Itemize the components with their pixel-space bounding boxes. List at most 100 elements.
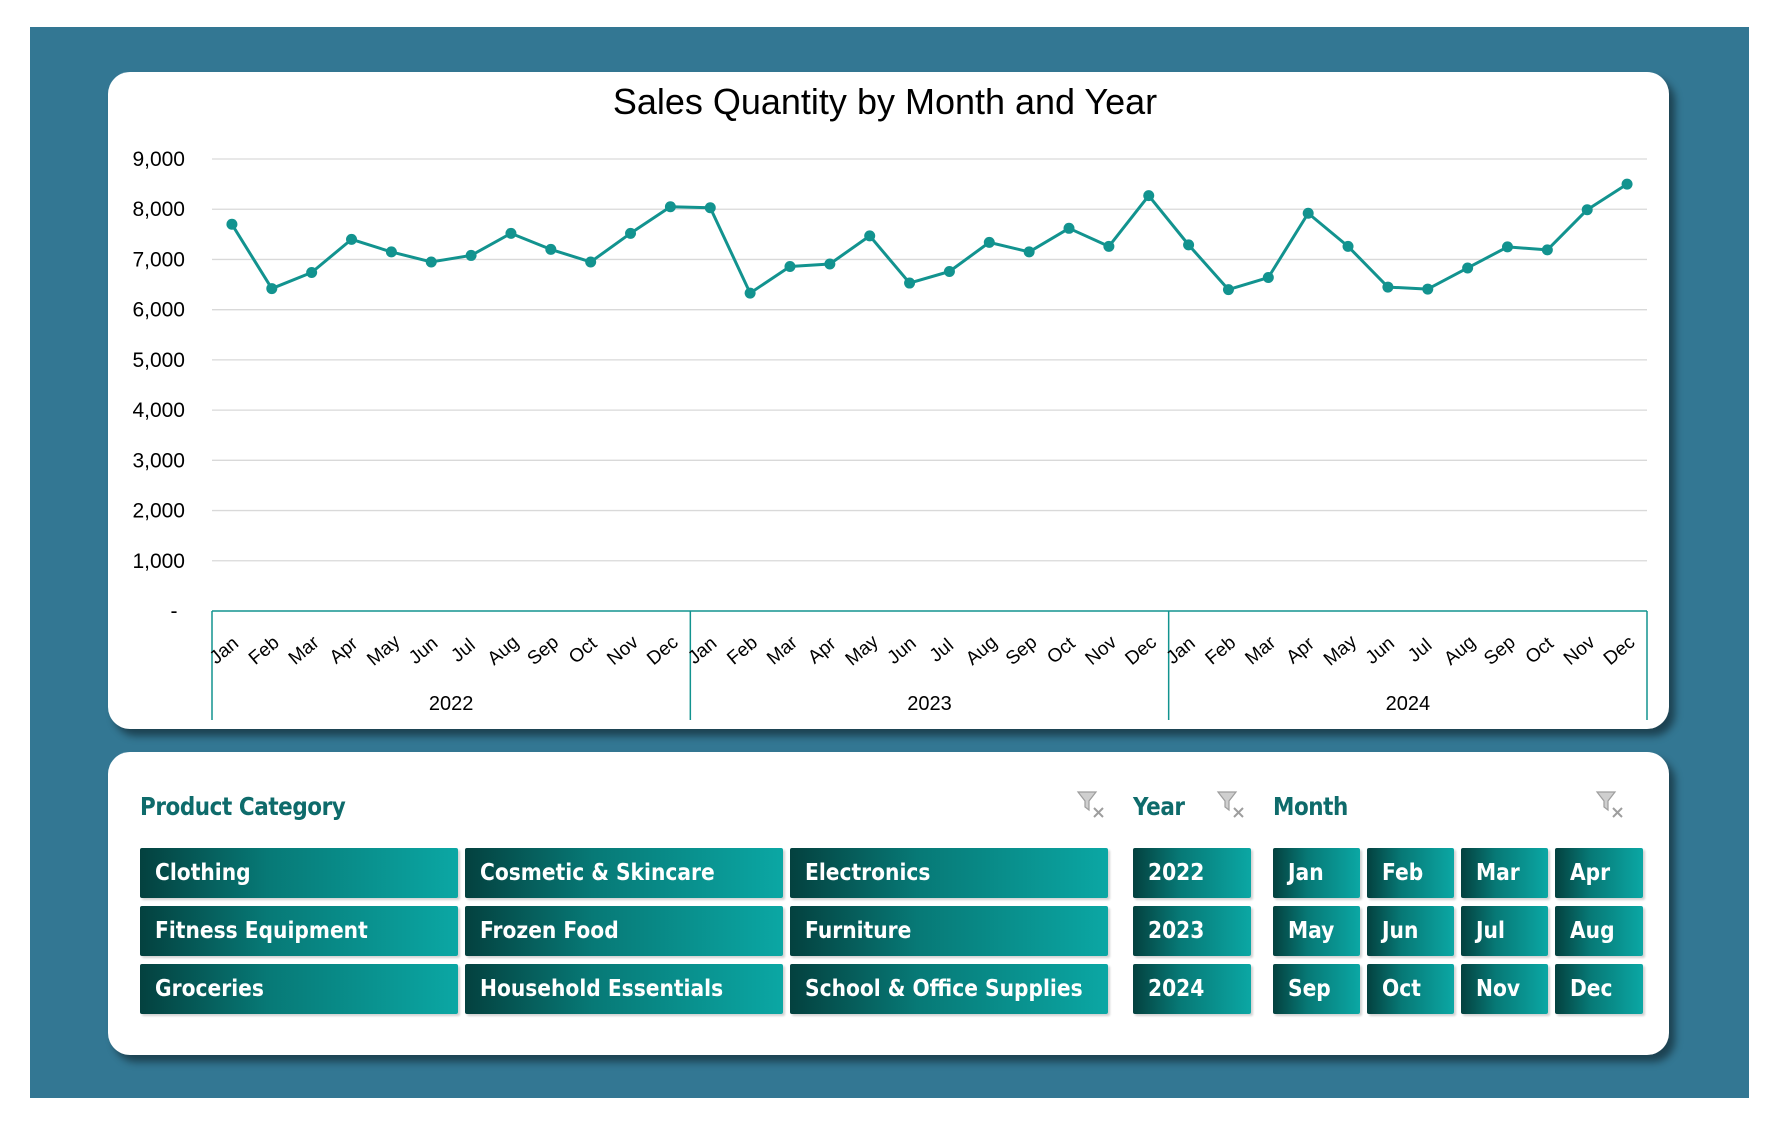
data-point — [983, 236, 995, 248]
x-tick-label: Jun — [405, 633, 442, 669]
data-point — [664, 201, 676, 213]
chart-title: Sales Quantity by Month and Year — [613, 81, 1157, 122]
data-point — [1143, 190, 1155, 202]
x-tick-label: May — [363, 631, 404, 670]
x-tick-label: Oct — [565, 633, 602, 669]
x-tick-label: Nov — [1082, 632, 1122, 670]
x-tick-label: May — [1320, 631, 1361, 670]
month-tile-dec[interactable]: Dec — [1555, 964, 1643, 1014]
month-tile-oct[interactable]: Oct — [1367, 964, 1454, 1014]
y-tick-label: 1,000 — [132, 550, 185, 573]
x-tick-label: Mar — [763, 632, 802, 670]
data-point — [1501, 241, 1513, 253]
data-point — [1302, 207, 1314, 219]
x-tick-label: Oct — [1522, 633, 1559, 669]
slicer-panel: Product Category Year Month Clothing Cos… — [108, 752, 1669, 1055]
data-point — [943, 265, 955, 277]
data-point — [545, 243, 557, 255]
category-tile-school-office-supplies[interactable]: School & Office Supplies — [790, 964, 1108, 1014]
data-point — [505, 227, 517, 239]
clear-filter-icon[interactable] — [1595, 790, 1625, 820]
category-tile-electronics[interactable]: Electronics — [790, 848, 1108, 898]
category-tile-household-essentials[interactable]: Household Essentials — [465, 964, 783, 1014]
y-tick-label: 9,000 — [132, 148, 185, 171]
category-tile-cosmetic-skincare[interactable]: Cosmetic & Skincare — [465, 848, 783, 898]
data-point — [1063, 222, 1075, 234]
data-point — [1462, 262, 1474, 274]
x-tick-label: Jul — [1404, 635, 1436, 667]
month-tile-jun[interactable]: Jun — [1367, 906, 1454, 956]
year-tile-2024[interactable]: 2024 — [1133, 964, 1251, 1014]
month-tile-sep[interactable]: Sep — [1273, 964, 1360, 1014]
data-point — [1183, 239, 1195, 251]
month-tile-nov[interactable]: Nov — [1461, 964, 1548, 1014]
month-tile-apr[interactable]: Apr — [1555, 848, 1643, 898]
month-tile-jul[interactable]: Jul — [1461, 906, 1548, 956]
x-tick-label: Mar — [1241, 632, 1280, 670]
x-tick-label: Feb — [1202, 632, 1241, 669]
month-tile-aug[interactable]: Aug — [1555, 906, 1643, 956]
y-tick-label: 8,000 — [132, 198, 185, 221]
year-slicer-title: Year — [1133, 792, 1185, 821]
data-point — [1541, 244, 1553, 256]
data-point — [346, 233, 358, 245]
y-tick-label: 7,000 — [132, 248, 185, 271]
data-point — [465, 249, 477, 261]
category-tile-furniture[interactable]: Furniture — [790, 906, 1108, 956]
x-tick-label: Aug — [484, 632, 523, 670]
month-tile-mar[interactable]: Mar — [1461, 848, 1548, 898]
year-tile-2022[interactable]: 2022 — [1133, 848, 1251, 898]
data-point — [226, 218, 238, 230]
year-label: 2022 — [429, 693, 474, 715]
x-tick-label: May — [842, 631, 883, 670]
month-slicer-title: Month — [1273, 792, 1348, 821]
x-tick-label: Apr — [326, 633, 363, 669]
data-point — [744, 287, 756, 299]
x-tick-label: Apr — [804, 633, 841, 669]
month-tile-may[interactable]: May — [1273, 906, 1360, 956]
x-tick-label: Dec — [1600, 632, 1639, 670]
data-point — [704, 202, 716, 214]
clear-filter-icon[interactable] — [1076, 790, 1106, 820]
x-tick-label: Sep — [1002, 632, 1041, 670]
category-tile-frozen-food[interactable]: Frozen Food — [465, 906, 783, 956]
product-category-slicer-title: Product Category — [140, 792, 346, 821]
category-tile-clothing[interactable]: Clothing — [140, 848, 458, 898]
sales-line-chart: Sales Quantity by Month and Year - 1,000 2… — [132, 81, 1648, 720]
year-label: 2024 — [1386, 693, 1431, 715]
x-tick-label: Sep — [524, 632, 563, 670]
data-point — [1103, 240, 1115, 252]
month-tile-feb[interactable]: Feb — [1367, 848, 1454, 898]
category-tile-fitness-equipment[interactable]: Fitness Equipment — [140, 906, 458, 956]
x-tick-label: Sep — [1480, 632, 1519, 670]
x-tick-label: Nov — [603, 632, 643, 670]
x-tick-label: Oct — [1043, 633, 1080, 669]
x-tick-label: Jun — [1362, 633, 1399, 669]
data-point — [1581, 204, 1593, 216]
data-point — [1382, 281, 1394, 293]
year-label: 2023 — [907, 693, 952, 715]
data-point — [585, 256, 597, 268]
data-point — [306, 267, 318, 279]
clear-filter-icon[interactable] — [1216, 790, 1246, 820]
year-tile-2023[interactable]: 2023 — [1133, 906, 1251, 956]
chart-card: Sales Quantity by Month and Year - 1,000 2… — [108, 72, 1669, 729]
data-point — [784, 260, 796, 272]
category-tile-groceries[interactable]: Groceries — [140, 964, 458, 1014]
data-point — [625, 227, 637, 239]
x-tick-label: Nov — [1560, 632, 1600, 670]
data-point — [1023, 246, 1035, 258]
x-tick-label: Dec — [1122, 632, 1161, 670]
data-point — [1342, 240, 1354, 252]
y-tick-label: 4,000 — [132, 399, 185, 422]
x-tick-label: Jun — [884, 633, 921, 669]
month-tile-jan[interactable]: Jan — [1273, 848, 1360, 898]
x-tick-label: Mar — [285, 632, 324, 670]
data-point — [425, 256, 437, 268]
x-tick-label: Feb — [723, 632, 762, 669]
data-point — [864, 230, 876, 242]
data-point — [1222, 284, 1234, 296]
data-point — [824, 258, 836, 270]
data-point — [266, 283, 278, 295]
x-tick-label: Jul — [926, 635, 958, 667]
